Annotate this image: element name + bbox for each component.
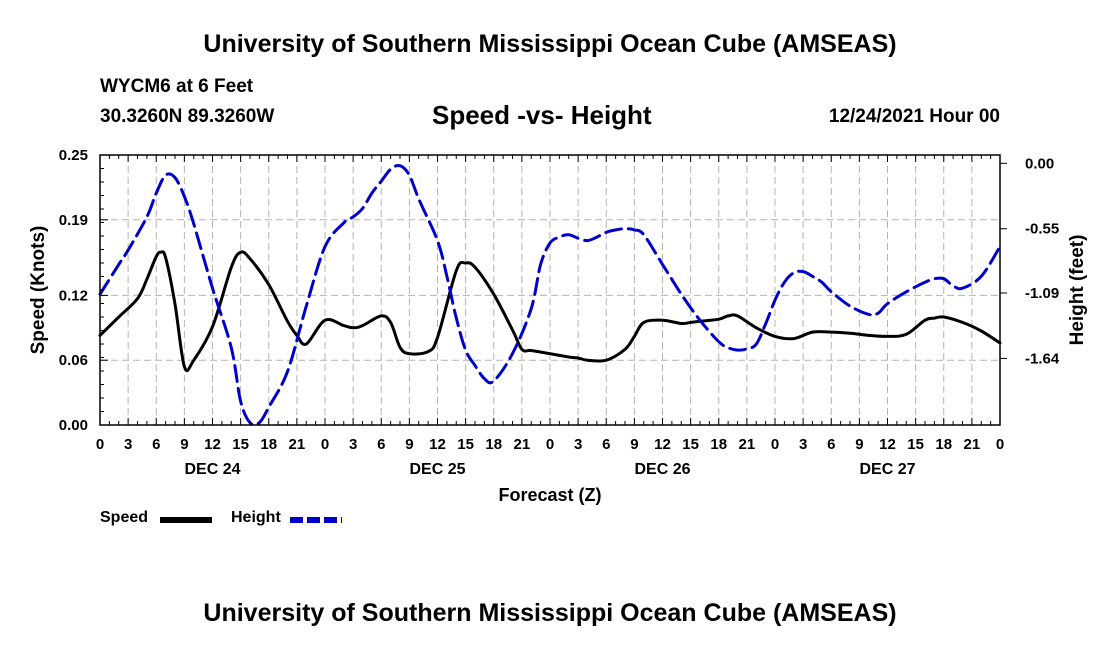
x-tick-label: 3 <box>574 436 582 453</box>
y-right-tick-label: -0.55 <box>1025 221 1059 238</box>
y-left-tick-label: 0.25 <box>59 147 88 164</box>
x-tick-label: 21 <box>964 436 981 453</box>
x-tick-label: 21 <box>514 436 531 453</box>
x-tick-label: 12 <box>879 436 896 453</box>
x-tick-label: 6 <box>152 436 160 453</box>
x-tick-label: 15 <box>457 436 474 453</box>
footer-title: University of Southern Mississippi Ocean… <box>203 599 897 627</box>
y-right-tick-label: -1.09 <box>1025 285 1059 302</box>
forecast-datetime: 12/24/2021 Hour 00 <box>828 106 1000 127</box>
x-tick-label: 9 <box>630 436 638 453</box>
series-speed-line <box>98 250 1002 373</box>
y-right-tick-label: -1.64 <box>1025 350 1060 367</box>
x-tick-label: 3 <box>799 436 807 453</box>
x-tick-label: 9 <box>180 436 188 453</box>
x-tick-label: 12 <box>654 436 671 453</box>
x-tick-label: 6 <box>602 436 610 453</box>
x-tick-label: 0 <box>996 436 1004 453</box>
x-tick-label: 0 <box>321 436 329 453</box>
legend-height-label: Height <box>231 509 281 526</box>
x-tick-label: 18 <box>710 436 727 453</box>
x-tick-label: 6 <box>377 436 385 453</box>
x-tick-label: 9 <box>855 436 863 453</box>
grid <box>100 155 1000 425</box>
x-tick-label: 18 <box>485 436 502 453</box>
station-coordinates: 30.3260N 89.3260W <box>100 106 275 127</box>
x-tick-label: 15 <box>232 436 249 453</box>
x-day-label: DEC 26 <box>634 461 690 478</box>
x-tick-label: 0 <box>771 436 779 453</box>
chart-subtitle: Speed -vs- Height <box>432 100 652 130</box>
x-day-label: DEC 25 <box>409 461 465 478</box>
x-tick-label: 9 <box>405 436 413 453</box>
chart-title: University of Southern Mississippi Ocean… <box>203 30 897 58</box>
series-height-line <box>98 163 1002 427</box>
x-tick-label: 0 <box>96 436 104 453</box>
y-left-axis-title: Speed (Knots) <box>28 226 49 355</box>
axes <box>99 154 1007 426</box>
x-tick-label: 18 <box>935 436 952 453</box>
y-left-tick-label: 0.00 <box>59 417 88 434</box>
x-tick-label: 15 <box>682 436 699 453</box>
series-layer <box>98 163 1002 427</box>
legend-speed-label: Speed <box>100 509 149 526</box>
x-tick-label: 3 <box>124 436 132 453</box>
x-tick-label: 21 <box>739 436 756 453</box>
x-day-label: DEC 24 <box>184 461 240 478</box>
y-left-tick-label: 0.19 <box>59 212 88 229</box>
y-left-tick-label: 0.06 <box>59 352 88 369</box>
x-day-label: DEC 27 <box>859 461 915 478</box>
x-tick-label: 6 <box>827 436 835 453</box>
y-right-axis-title: Height (feet) <box>1067 235 1088 346</box>
x-tick-label: 3 <box>349 436 357 453</box>
y-right-tick-label: 0.00 <box>1025 155 1054 172</box>
x-tick-label: 12 <box>204 436 221 453</box>
x-axis-title: Forecast (Z) <box>498 485 601 505</box>
x-tick-label: 12 <box>429 436 446 453</box>
x-tick-label: 21 <box>289 436 306 453</box>
x-tick-label: 0 <box>546 436 554 453</box>
axis-labels: 0.00 0.06 0.12 0.19 0.25 0.00 -0.55 -1.09 -1.64 0… <box>28 147 1088 505</box>
x-tick-label: 15 <box>907 436 924 453</box>
y-left-tick-label: 0.12 <box>59 287 88 304</box>
station-label: WYCM6 at 6 Feet <box>100 76 254 97</box>
x-tick-label: 18 <box>260 436 277 453</box>
